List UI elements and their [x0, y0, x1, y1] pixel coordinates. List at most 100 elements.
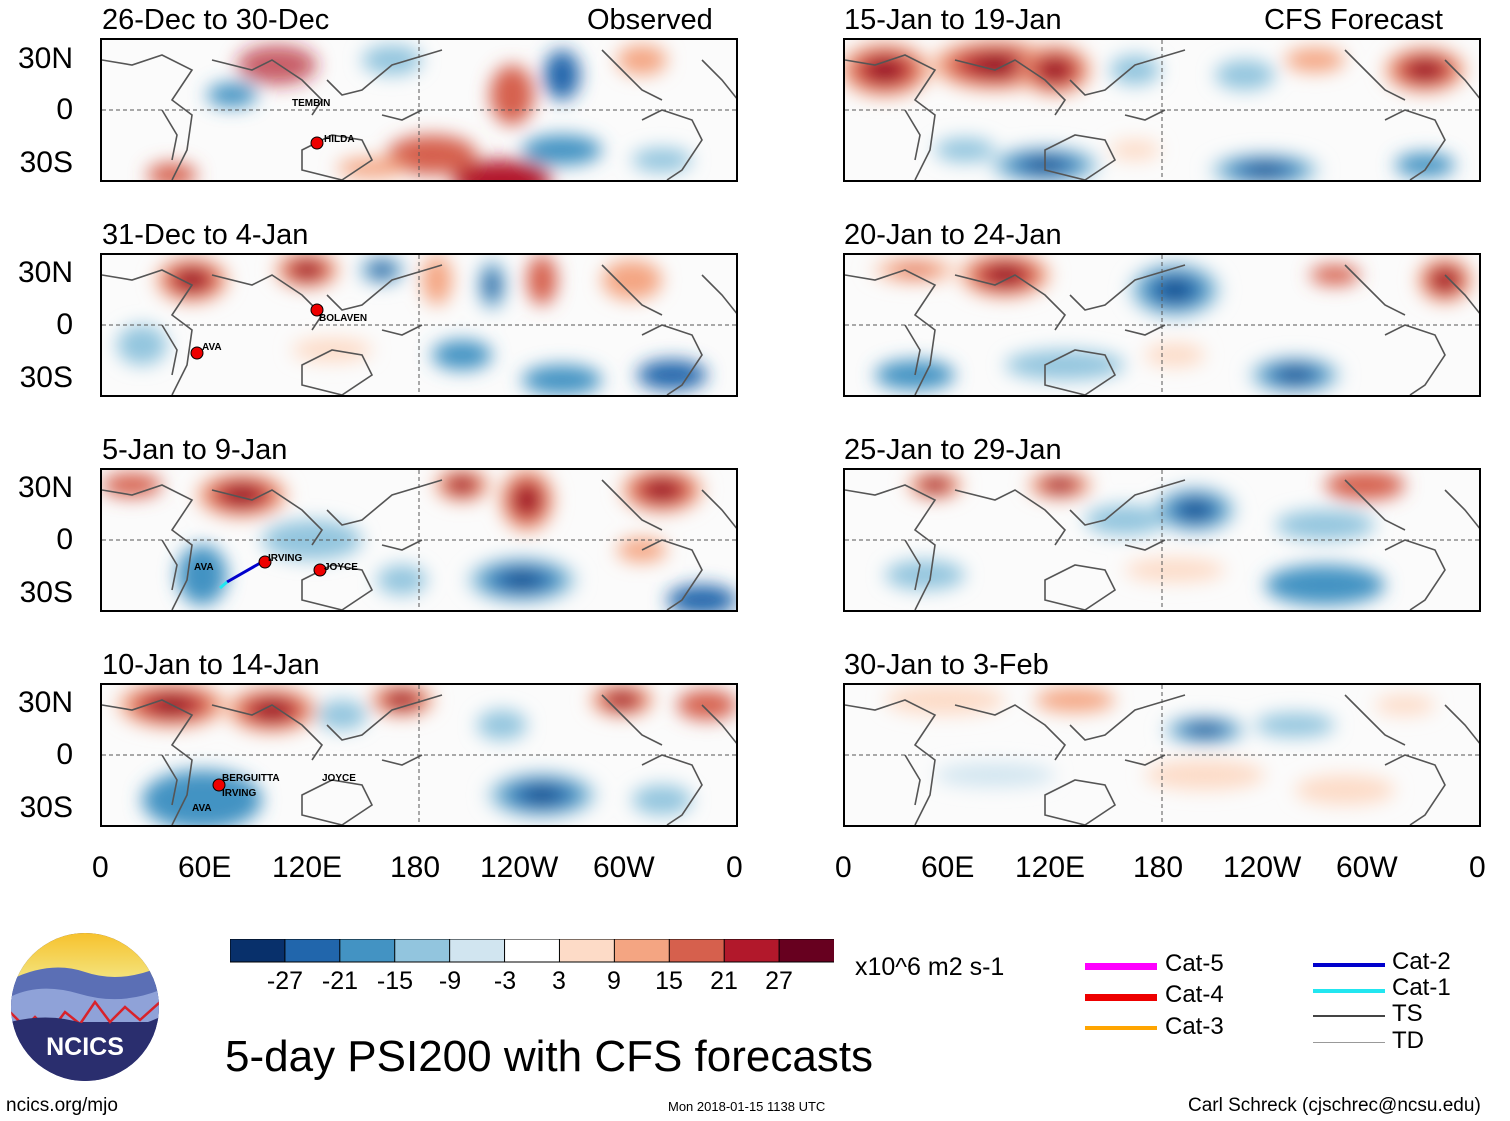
panel-title-obs-1: 26-Dec to 30-Dec	[102, 4, 330, 36]
map-panel-observed-2: BOLAVEN AVA	[100, 253, 738, 397]
colorbar-swatch	[723, 938, 781, 963]
lon-tick: 180	[390, 851, 441, 884]
colorbar-label: 21	[710, 967, 738, 995]
legend-label: Cat-1	[1392, 974, 1451, 1001]
colorbar-swatch	[558, 938, 616, 963]
cat1-swatch	[1313, 989, 1385, 993]
lon-tick: 0	[835, 851, 852, 884]
map-panel-observed-4: BERGUITTA IRVING AVA JOYCE	[100, 683, 738, 827]
lon-tick: 0	[1469, 851, 1486, 884]
storm-label: JOYCE	[322, 773, 356, 784]
panel-title-obs-2: 31-Dec to 4-Jan	[102, 219, 309, 251]
lon-tick: 60W	[593, 851, 655, 884]
lon-tick: 120E	[272, 851, 343, 884]
colorbar-label: -9	[438, 967, 462, 995]
lat-tick: 30S	[19, 146, 73, 179]
lat-tick: 30N	[17, 471, 73, 504]
panel-title-obs-3: 5-Jan to 9-Jan	[102, 434, 288, 466]
colorbar-swatch	[229, 938, 286, 963]
cat3-swatch	[1085, 1026, 1157, 1030]
legend-label: Cat-2	[1392, 948, 1451, 975]
colorbar-swatch	[613, 938, 671, 963]
colorbar-swatch	[394, 938, 451, 963]
lat-tick: 30S	[19, 576, 73, 609]
colorbar-label: -21	[321, 967, 359, 995]
lon-tick: 120W	[1223, 851, 1302, 884]
colorbar-swatch	[504, 938, 561, 963]
cat5-swatch	[1085, 963, 1157, 970]
forecast-label: CFS Forecast	[1264, 4, 1443, 36]
lat-tick: 30N	[17, 256, 73, 289]
lon-tick: 120E	[1015, 851, 1086, 884]
lat-tick: 0	[56, 308, 73, 341]
track-legend: Cat-5 Cat-4 Cat-3 Cat-2 Cat-1 TS TD	[1085, 948, 1505, 1058]
map-panel-forecast-4	[843, 683, 1481, 827]
map-panel-forecast-2	[843, 253, 1481, 397]
colorbar-swatches	[229, 938, 836, 963]
map-panel-observed-3: AVA IRVING JOYCE	[100, 468, 738, 612]
map-panel-observed-1: TEMBIN HILDA	[100, 38, 738, 182]
lon-tick: 0	[726, 851, 743, 884]
colorbar-swatch	[284, 938, 341, 963]
lon-tick: 60E	[178, 851, 232, 884]
colorbar-label: 9	[607, 967, 621, 995]
storm-label: AVA	[192, 803, 212, 814]
colorbar	[229, 938, 836, 968]
colorbar-units: x10^6 m2 s-1	[855, 953, 1005, 981]
lat-tick: 30N	[17, 42, 73, 75]
cat2-swatch	[1313, 963, 1385, 967]
cat4-swatch	[1085, 994, 1157, 1001]
author-credit: Carl Schreck (cjschrec@ncsu.edu)	[1188, 1095, 1481, 1116]
lat-tick: 30N	[17, 686, 73, 719]
legend-label: TS	[1392, 1000, 1423, 1027]
storm-label: JOYCE	[324, 562, 358, 573]
lon-tick: 180	[1133, 851, 1184, 884]
storm-label: BOLAVEN	[319, 313, 367, 324]
colorbar-swatch	[668, 938, 726, 963]
legend-label: Cat-5	[1165, 950, 1224, 977]
lon-tick: 120W	[480, 851, 559, 884]
panel-title-fc-1: 15-Jan to 19-Jan	[844, 4, 1062, 36]
colorbar-label: -3	[493, 967, 517, 995]
map-panel-forecast-3	[843, 468, 1481, 612]
storm-label: IRVING	[268, 553, 302, 564]
colorbar-swatch	[778, 938, 836, 963]
td-swatch	[1313, 1042, 1385, 1043]
colorbar-label: 15	[655, 967, 683, 995]
timestamp: Mon 2018-01-15 1138 UTC	[668, 1099, 826, 1114]
panel-title-obs-4: 10-Jan to 14-Jan	[102, 649, 320, 681]
colorbar-label: -15	[376, 967, 414, 995]
legend-label: Cat-4	[1165, 981, 1224, 1008]
storm-label: AVA	[202, 342, 222, 353]
lat-tick: 30S	[19, 361, 73, 394]
colorbar-label: 3	[552, 967, 566, 995]
storm-label: BERGUITTA	[222, 773, 280, 784]
colorbar-labels: -27 -21 -15 -9 -3 3 9 15 21 27	[230, 967, 834, 997]
lon-tick: 60W	[1336, 851, 1398, 884]
observed-label: Observed	[587, 4, 713, 36]
website-link[interactable]: ncics.org/mjo	[6, 1095, 118, 1116]
ncics-logo: NCICS	[10, 932, 160, 1082]
colorbar-swatch	[449, 938, 506, 963]
legend-label: Cat-3	[1165, 1013, 1224, 1040]
ts-swatch	[1313, 1015, 1385, 1017]
lat-tick: 30S	[19, 791, 73, 824]
panel-title-fc-4: 30-Jan to 3-Feb	[844, 649, 1049, 681]
logo-text: NCICS	[46, 1033, 124, 1061]
panel-title-fc-3: 25-Jan to 29-Jan	[844, 434, 1062, 466]
colorbar-swatch	[339, 938, 396, 963]
lat-tick: 0	[56, 93, 73, 126]
panel-title-fc-2: 20-Jan to 24-Jan	[844, 219, 1062, 251]
storm-label: IRVING	[222, 788, 256, 799]
map-panel-forecast-1	[843, 38, 1481, 182]
colorbar-label: 27	[765, 967, 793, 995]
lat-tick: 0	[56, 523, 73, 556]
colorbar-label: -27	[266, 967, 304, 995]
lon-tick: 60E	[921, 851, 975, 884]
lat-tick: 0	[56, 738, 73, 771]
legend-label: TD	[1392, 1027, 1424, 1054]
storm-label: TEMBIN	[292, 98, 330, 109]
storm-label: HILDA	[324, 134, 355, 145]
main-title: 5-day PSI200 with CFS forecasts	[225, 1032, 874, 1081]
lon-tick: 0	[92, 851, 109, 884]
